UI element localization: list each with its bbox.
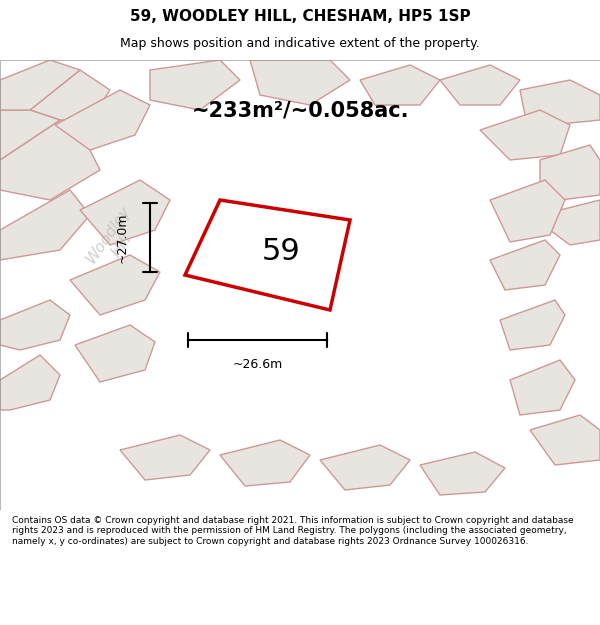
Polygon shape (70, 255, 160, 315)
Text: ~27.0m: ~27.0m (115, 213, 128, 262)
Polygon shape (0, 190, 90, 260)
Polygon shape (185, 200, 350, 310)
Polygon shape (490, 240, 560, 290)
Polygon shape (440, 65, 520, 105)
Text: Map shows position and indicative extent of the property.: Map shows position and indicative extent… (120, 37, 480, 50)
Polygon shape (55, 90, 150, 150)
Polygon shape (490, 180, 565, 242)
Polygon shape (30, 70, 110, 120)
Polygon shape (510, 360, 575, 415)
Polygon shape (0, 355, 60, 410)
Polygon shape (0, 120, 100, 200)
Polygon shape (80, 180, 170, 245)
Polygon shape (420, 452, 505, 495)
Polygon shape (320, 445, 410, 490)
Text: 59, WOODLEY HILL, CHESHAM, HP5 1SP: 59, WOODLEY HILL, CHESHAM, HP5 1SP (130, 9, 470, 24)
Polygon shape (75, 325, 155, 382)
Polygon shape (540, 145, 600, 200)
Polygon shape (250, 60, 350, 105)
Polygon shape (0, 60, 80, 110)
Polygon shape (360, 65, 440, 105)
Polygon shape (520, 80, 600, 125)
Polygon shape (120, 435, 210, 480)
Text: ~26.6m: ~26.6m (232, 359, 283, 371)
Polygon shape (150, 60, 240, 110)
Polygon shape (220, 440, 310, 486)
Polygon shape (550, 200, 600, 245)
Polygon shape (0, 300, 70, 350)
Polygon shape (530, 415, 600, 465)
Text: Woodley
Hill: Woodley Hill (83, 204, 147, 276)
Text: ~233m²/~0.058ac.: ~233m²/~0.058ac. (191, 100, 409, 120)
Polygon shape (480, 110, 570, 160)
Text: Contains OS data © Crown copyright and database right 2021. This information is : Contains OS data © Crown copyright and d… (12, 516, 574, 546)
Polygon shape (500, 300, 565, 350)
Polygon shape (0, 110, 60, 160)
Text: 59: 59 (262, 237, 301, 266)
